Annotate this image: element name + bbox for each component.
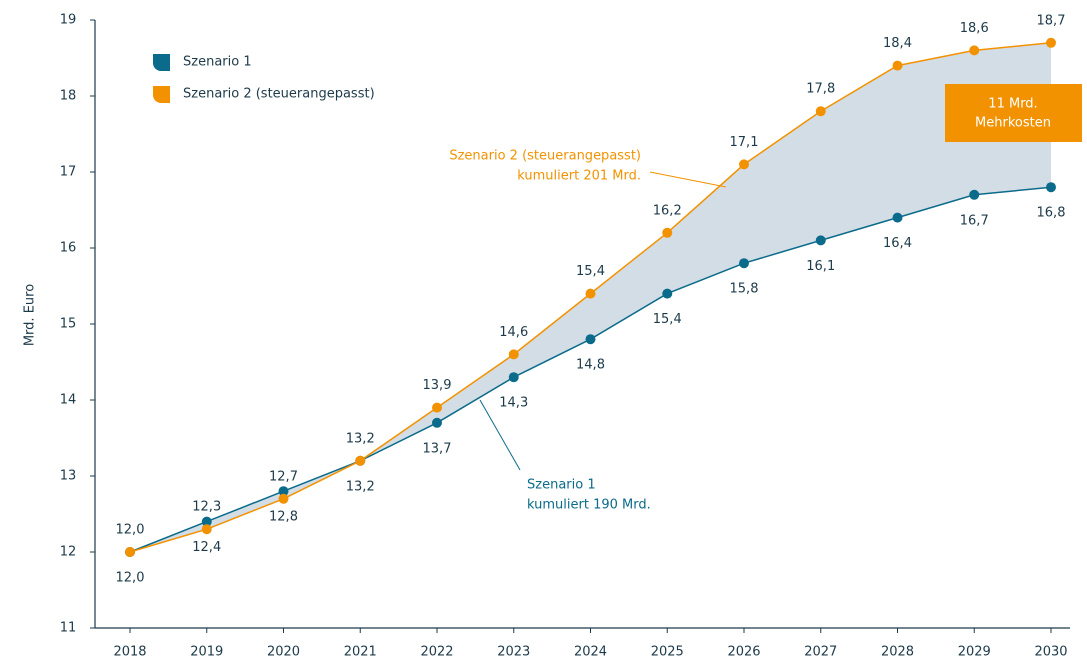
data-label: 18,7 <box>1037 13 1066 28</box>
data-point <box>201 516 212 527</box>
x-tick-label: 2028 <box>881 645 914 660</box>
data-label: 15,4 <box>653 312 682 327</box>
data-label: 12,0 <box>116 571 145 586</box>
data-point <box>125 547 135 557</box>
data-point <box>278 493 289 504</box>
data-point <box>739 258 749 269</box>
data-label: 16,8 <box>1037 206 1066 221</box>
data-label: 12,3 <box>192 500 221 515</box>
leader-line <box>649 171 727 188</box>
x-tick-label: 2025 <box>651 645 684 660</box>
y-tick-label: 11 <box>60 621 77 636</box>
x-tick-label: 2030 <box>1034 645 1067 660</box>
x-tick-label: 2019 <box>190 645 223 660</box>
data-label: 12,8 <box>269 510 298 525</box>
x-tick-label: 2024 <box>574 645 607 660</box>
data-point <box>892 60 903 71</box>
data-point <box>585 288 596 299</box>
data-label: 17,8 <box>806 82 835 97</box>
data-label: 12,4 <box>192 540 221 555</box>
data-label: 18,4 <box>883 36 912 51</box>
y-axis-label: Mrd. Euro <box>23 284 38 346</box>
y-tick-label: 17 <box>60 165 77 180</box>
legend-label: Szenario 1 <box>183 55 252 70</box>
annotation: kumuliert 201 Mrd. <box>517 169 641 184</box>
data-label: 18,6 <box>960 21 989 36</box>
y-tick-label: 16 <box>60 241 77 256</box>
data-point <box>739 159 749 170</box>
y-tick-label: 19 <box>60 13 77 28</box>
data-label: 16,1 <box>806 259 835 274</box>
data-point <box>201 524 212 535</box>
x-tick-label: 2026 <box>727 645 760 660</box>
x-tick-label: 2027 <box>804 645 837 660</box>
data-point <box>432 402 442 413</box>
annotation: 11 Mrd. <box>988 97 1037 112</box>
data-point <box>969 189 980 200</box>
data-label: 16,7 <box>960 213 989 228</box>
x-tick-label: 2023 <box>497 645 530 660</box>
annotation: Szenario 1 <box>527 478 596 493</box>
legend-marker <box>153 86 170 103</box>
data-label: 12,7 <box>269 469 298 484</box>
y-tick-label: 13 <box>60 469 77 484</box>
data-point <box>969 45 980 56</box>
legend-label: Szenario 2 (steuerangepasst) <box>183 87 375 102</box>
data-point <box>508 349 519 360</box>
y-tick-label: 12 <box>60 545 77 560</box>
data-label: 13,9 <box>423 378 452 393</box>
x-tick-label: 2029 <box>958 645 991 660</box>
data-label: 16,2 <box>653 203 682 218</box>
x-tick-label: 2020 <box>267 645 300 660</box>
data-point <box>508 372 519 383</box>
data-point <box>892 212 903 223</box>
data-label: 14,3 <box>499 396 528 411</box>
data-point <box>1046 182 1056 193</box>
data-label: 12,0 <box>116 523 145 538</box>
annotation: kumuliert 190 Mrd. <box>527 498 651 513</box>
leader-line <box>479 399 521 471</box>
y-tick-label: 18 <box>60 89 77 104</box>
data-label: 13,2 <box>346 479 375 494</box>
data-label: 17,1 <box>730 135 759 150</box>
annotation: Mehrkosten <box>975 116 1051 131</box>
data-point <box>662 288 673 299</box>
data-label: 15,4 <box>576 264 605 279</box>
data-point <box>1046 37 1056 48</box>
data-point <box>662 227 673 238</box>
data-point <box>278 486 289 497</box>
legend-marker <box>153 54 170 71</box>
data-label: 16,4 <box>883 236 912 251</box>
annotation: Szenario 2 (steuerangepasst) <box>449 149 641 164</box>
data-point <box>585 334 596 345</box>
data-point <box>355 455 366 466</box>
data-point <box>815 106 826 117</box>
x-tick-label: 2018 <box>113 645 146 660</box>
data-label: 13,7 <box>423 441 452 456</box>
annotation-box <box>945 84 1082 142</box>
x-tick-label: 2022 <box>420 645 453 660</box>
data-label: 13,2 <box>346 431 375 446</box>
x-tick-label: 2021 <box>344 645 377 660</box>
data-label: 15,8 <box>730 282 759 297</box>
y-tick-label: 14 <box>60 393 77 408</box>
data-label: 14,8 <box>576 358 605 373</box>
data-point <box>432 417 442 428</box>
data-label: 14,6 <box>499 325 528 340</box>
data-point <box>815 235 826 246</box>
y-tick-label: 15 <box>60 317 77 332</box>
